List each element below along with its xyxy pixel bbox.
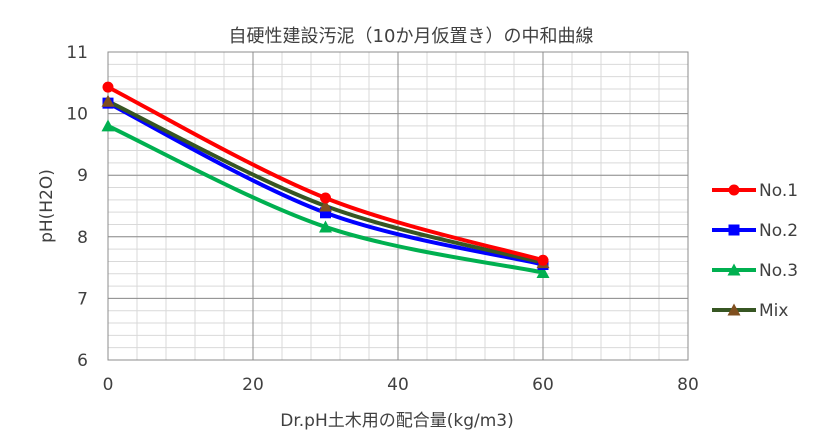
data-point <box>536 266 550 279</box>
data-point <box>101 94 115 107</box>
legend-label: No.2 <box>759 221 798 241</box>
series-lines <box>107 85 544 275</box>
x-tick-label: 40 <box>387 375 409 395</box>
legend: No.1 No.2 No.3 Mix <box>712 181 798 321</box>
x-tick-label: 0 <box>103 375 114 395</box>
plot-area-border <box>107 51 689 361</box>
x-tick-label: 60 <box>532 375 554 395</box>
data-point <box>320 207 331 219</box>
chart-title: 自硬性建設汚泥（10か月仮置き）の中和曲線 <box>229 26 594 47</box>
series-markers <box>101 81 550 279</box>
x-tick-label: 80 <box>677 375 699 395</box>
legend-marker <box>727 263 741 276</box>
y-tick-label: 10 <box>66 105 88 125</box>
legend-marker <box>727 303 741 316</box>
y-tick-label: 8 <box>77 228 88 248</box>
data-point <box>319 220 332 233</box>
y-axis-label-group: pH(H2O) <box>37 169 57 243</box>
y-tick-label: 7 <box>77 289 88 309</box>
series-line <box>107 101 544 267</box>
data-point <box>101 119 115 132</box>
legend-label: No.3 <box>759 261 798 281</box>
y-tick-label: 6 <box>77 351 88 371</box>
y-tick-label: 9 <box>77 166 88 186</box>
data-point <box>537 254 549 266</box>
legend-marker <box>728 184 740 196</box>
y-axis-label: pH(H2O) <box>37 169 57 243</box>
tick-labels: 0 20 40 60 80 6 7 8 9 10 11 <box>66 43 698 395</box>
x-tick-label: 20 <box>242 375 264 395</box>
data-point <box>319 199 332 212</box>
grid <box>107 51 689 361</box>
x-axis-label: Dr.pH土木用の配合量(kg/m3) <box>280 411 514 431</box>
legend-label: No.1 <box>759 181 798 201</box>
axes <box>107 51 689 361</box>
legend-label: Mix <box>759 301 788 321</box>
y-tick-label: 11 <box>66 43 88 63</box>
series-line <box>107 85 544 263</box>
legend-marker <box>728 224 740 236</box>
data-point <box>102 81 114 93</box>
data-point <box>320 192 331 204</box>
